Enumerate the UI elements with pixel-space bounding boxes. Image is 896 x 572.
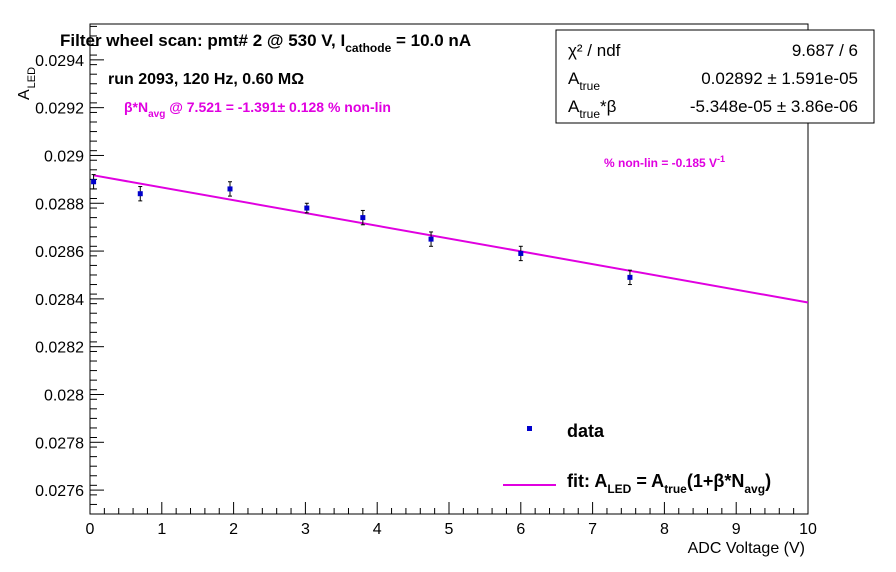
nonlin-annotation: % non-lin = -0.185 V-1 <box>604 154 725 170</box>
y-tick-label: 0.0278 <box>35 435 84 452</box>
legend-fit-label-part: true <box>664 482 687 496</box>
x-tick-label: 10 <box>799 521 817 538</box>
y-tick-label: 0.0286 <box>35 244 84 261</box>
x-tick-label: 3 <box>301 521 310 538</box>
stats-atrue-beta-value: -5.348e-05 ± 3.86e-06 <box>690 97 858 116</box>
y-tick-label: 0.028 <box>44 387 84 404</box>
stats-box: χ² / ndf 9.687 / 6 Atrue 0.02892 ± 1.591… <box>555 29 875 124</box>
data-points-group <box>91 174 633 286</box>
x-axis-ticks: 0 1 2 3 4 5 6 7 8 9 10 <box>86 502 817 538</box>
beta-annotation: β*Navg @ 7.521 = -1.391± 0.128 % non-lin <box>124 99 391 120</box>
legend-data-label: data <box>567 421 605 441</box>
stats-atrue-label: Atrue <box>568 69 600 93</box>
y-axis-ticks: 0.0276 0.0278 0.028 0.0282 0.0284 0.0286 0.028… <box>35 25 104 515</box>
y-tick-label: 0.0294 <box>35 53 84 70</box>
x-tick-label: 7 <box>588 521 597 538</box>
y-tick-label: 0.0282 <box>35 340 84 357</box>
data-point <box>428 236 434 242</box>
legend-fit-label-part: ) <box>765 471 771 491</box>
data-point <box>360 215 366 221</box>
x-tick-label: 5 <box>445 521 454 538</box>
data-point <box>91 179 97 185</box>
data-point <box>627 274 633 280</box>
x-tick-label: 1 <box>157 521 166 538</box>
y-tick-label: 0.029 <box>44 148 84 165</box>
fit-line-group <box>93 174 809 304</box>
y-tick-label: 0.0284 <box>35 292 84 309</box>
x-tick-label: 8 <box>660 521 669 538</box>
y-tick-label: 0.0288 <box>35 196 84 213</box>
x-tick-label: 2 <box>229 521 238 538</box>
x-tick-label: 4 <box>373 521 382 538</box>
legend: data fit: ALED = Atrue(1+β*Navg) <box>503 421 771 496</box>
x-tick-label: 9 <box>732 521 741 538</box>
x-tick-label: 6 <box>516 521 525 538</box>
stats-atrue-value: 0.02892 ± 1.591e-05 <box>701 69 858 88</box>
data-point <box>227 186 233 192</box>
legend-fit-label-part: = A <box>631 471 664 491</box>
data-point <box>304 205 310 211</box>
fit-line <box>93 174 809 304</box>
legend-fit-label-part: (1+β*N <box>687 471 745 491</box>
data-point <box>137 191 143 197</box>
x-axis-label: ADC Voltage (V) <box>688 540 805 557</box>
legend-fit-label: fit: ALED = Atrue(1+β*Navg) <box>567 471 771 496</box>
run-info: run 2093, 120 Hz, 0.60 MΩ <box>108 71 304 88</box>
data-point <box>518 250 524 256</box>
legend-fit-label-part: fit: A <box>567 471 607 491</box>
legend-fit-label-part: LED <box>607 482 631 496</box>
legend-data-marker <box>527 426 532 431</box>
y-tick-label: 0.0276 <box>35 483 84 500</box>
y-tick-label: 0.0292 <box>35 101 84 118</box>
chart-title: Filter wheel scan: pmt# 2 @ 530 V, Icath… <box>60 31 471 55</box>
stats-chi2-label: χ² / ndf <box>568 41 621 60</box>
stats-chi2-value: 9.687 / 6 <box>792 41 858 60</box>
x-tick-label: 0 <box>86 521 95 538</box>
y-axis-label: ALED <box>16 67 38 100</box>
stats-atrue-beta-label: Atrue*β <box>568 97 617 121</box>
legend-fit-label-part: avg <box>744 482 765 496</box>
